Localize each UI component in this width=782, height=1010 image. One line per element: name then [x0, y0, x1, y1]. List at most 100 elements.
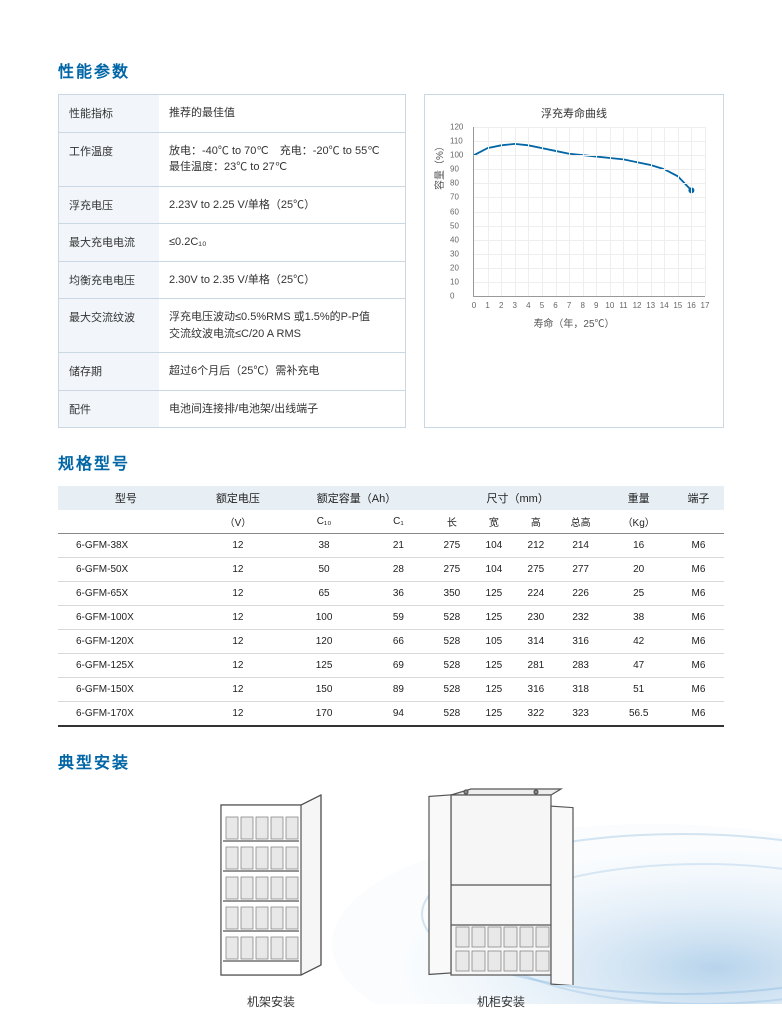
model-cell: 51 — [604, 678, 672, 702]
model-cell: 125 — [473, 654, 515, 678]
spec-val: 电池间连接排/电池架/出线端子 — [159, 391, 405, 428]
spec-row: 浮充电压2.23V to 2.25 V/单格（25℃） — [59, 187, 405, 225]
model-th-sub: （V） — [194, 510, 282, 534]
install-cabinet-label: 机柜安装 — [421, 993, 581, 1010]
chart-ylabel: 容量（%） — [431, 141, 446, 190]
model-cell: 322 — [515, 702, 557, 727]
model-cell: 6-GFM-38X — [58, 534, 194, 558]
model-cell: 105 — [473, 630, 515, 654]
model-row: 6-GFM-150X121508952812531631851M6 — [58, 678, 724, 702]
model-cell: M6 — [673, 630, 724, 654]
model-cell: 281 — [515, 654, 557, 678]
model-cell: 12 — [194, 678, 282, 702]
model-cell: 350 — [431, 582, 473, 606]
model-cell: 42 — [604, 630, 672, 654]
model-cell: 150 — [282, 678, 366, 702]
install-rack-label: 机架安装 — [201, 993, 341, 1010]
model-th-group: 端子 — [673, 486, 724, 510]
model-cell: 6-GFM-65X — [58, 582, 194, 606]
model-cell: 47 — [604, 654, 672, 678]
model-cell: 100 — [282, 606, 366, 630]
model-cell: M6 — [673, 534, 724, 558]
model-cell: 104 — [473, 534, 515, 558]
model-cell: 125 — [473, 678, 515, 702]
model-cell: 125 — [473, 702, 515, 727]
model-cell: 69 — [366, 654, 431, 678]
model-cell: 12 — [194, 702, 282, 727]
model-cell: 16 — [604, 534, 672, 558]
spec-val: 2.23V to 2.25 V/单格（25℃） — [159, 187, 405, 224]
spec-key: 配件 — [59, 391, 159, 428]
model-th-group: 型号 — [58, 486, 194, 510]
spec-val: 放电：-40℃ to 70℃ 充电：-20℃ to 55℃ 最佳温度：23℃ t… — [159, 133, 405, 186]
model-cell: 12 — [194, 630, 282, 654]
model-th-group: 重量 — [604, 486, 672, 510]
spec-key: 最大交流纹波 — [59, 299, 159, 352]
install-rack: 机架安装 — [201, 785, 341, 1010]
spec-val: 2.30V to 2.35 V/单格（25℃） — [159, 262, 405, 299]
chart-plot-area: 0102030405060708090100110120012345678910… — [473, 127, 705, 297]
model-cell: 226 — [557, 582, 605, 606]
model-cell: 214 — [557, 534, 605, 558]
model-cell: 120 — [282, 630, 366, 654]
chart-title: 浮充寿命曲线 — [437, 105, 711, 121]
model-cell: 104 — [473, 558, 515, 582]
model-cell: 212 — [515, 534, 557, 558]
model-cell: 89 — [366, 678, 431, 702]
model-cell: 65 — [282, 582, 366, 606]
spec-key: 性能指标 — [59, 95, 159, 132]
spec-key: 最大充电电流 — [59, 224, 159, 261]
rack-icon — [201, 785, 341, 985]
model-cell: 125 — [282, 654, 366, 678]
spec-val: 超过6个月后（25℃）需补充电 — [159, 353, 405, 390]
model-row: 6-GFM-50X12502827510427527720M6 — [58, 558, 724, 582]
model-th-sub — [58, 510, 194, 534]
model-cell: 56.5 — [604, 702, 672, 727]
model-cell: M6 — [673, 654, 724, 678]
model-cell: 6-GFM-150X — [58, 678, 194, 702]
model-cell: 232 — [557, 606, 605, 630]
spec-val: 浮充电压波动≤0.5%RMS 或1.5%的P-P值 交流纹波电流≤C/20 A … — [159, 299, 405, 352]
spec-row: 配件电池间连接排/电池架/出线端子 — [59, 391, 405, 428]
spec-row: 最大交流纹波浮充电压波动≤0.5%RMS 或1.5%的P-P值 交流纹波电流≤C… — [59, 299, 405, 353]
model-cell: 528 — [431, 630, 473, 654]
model-cell: 12 — [194, 534, 282, 558]
model-cell: 6-GFM-125X — [58, 654, 194, 678]
model-cell: 125 — [473, 582, 515, 606]
spec-row: 工作温度放电：-40℃ to 70℃ 充电：-20℃ to 55℃ 最佳温度：2… — [59, 133, 405, 187]
model-cell: 12 — [194, 558, 282, 582]
model-cell: 528 — [431, 654, 473, 678]
model-cell: 528 — [431, 606, 473, 630]
model-cell: 170 — [282, 702, 366, 727]
model-cell: M6 — [673, 558, 724, 582]
model-cell: 66 — [366, 630, 431, 654]
spec-row: 均衡充电电压2.30V to 2.35 V/单格（25℃） — [59, 262, 405, 300]
model-cell: M6 — [673, 702, 724, 727]
model-cell: 12 — [194, 654, 282, 678]
cabinet-icon — [421, 785, 581, 985]
model-cell: 275 — [515, 558, 557, 582]
spec-key: 工作温度 — [59, 133, 159, 186]
model-th-group: 尺寸（mm） — [431, 486, 605, 510]
model-cell: 28 — [366, 558, 431, 582]
section-title-install: 典型安装 — [58, 749, 724, 773]
spec-table: 性能指标推荐的最佳值工作温度放电：-40℃ to 70℃ 充电：-20℃ to … — [58, 94, 406, 428]
spec-key: 浮充电压 — [59, 187, 159, 224]
model-cell: 94 — [366, 702, 431, 727]
model-cell: 6-GFM-170X — [58, 702, 194, 727]
model-row: 6-GFM-38X12382127510421221416M6 — [58, 534, 724, 558]
model-cell: 12 — [194, 582, 282, 606]
model-cell: 528 — [431, 678, 473, 702]
spec-val: 推荐的最佳值 — [159, 95, 405, 132]
model-cell: 59 — [366, 606, 431, 630]
model-row: 6-GFM-100X121005952812523023238M6 — [58, 606, 724, 630]
model-th-sub: 宽 — [473, 510, 515, 534]
model-th-group: 额定电压 — [194, 486, 282, 510]
model-cell: 6-GFM-50X — [58, 558, 194, 582]
model-th-sub: 高 — [515, 510, 557, 534]
model-cell: 283 — [557, 654, 605, 678]
spec-row: 最大充电电流≤0.2C₁₀ — [59, 224, 405, 262]
model-cell: 275 — [431, 534, 473, 558]
model-cell: 316 — [515, 678, 557, 702]
model-cell: M6 — [673, 582, 724, 606]
